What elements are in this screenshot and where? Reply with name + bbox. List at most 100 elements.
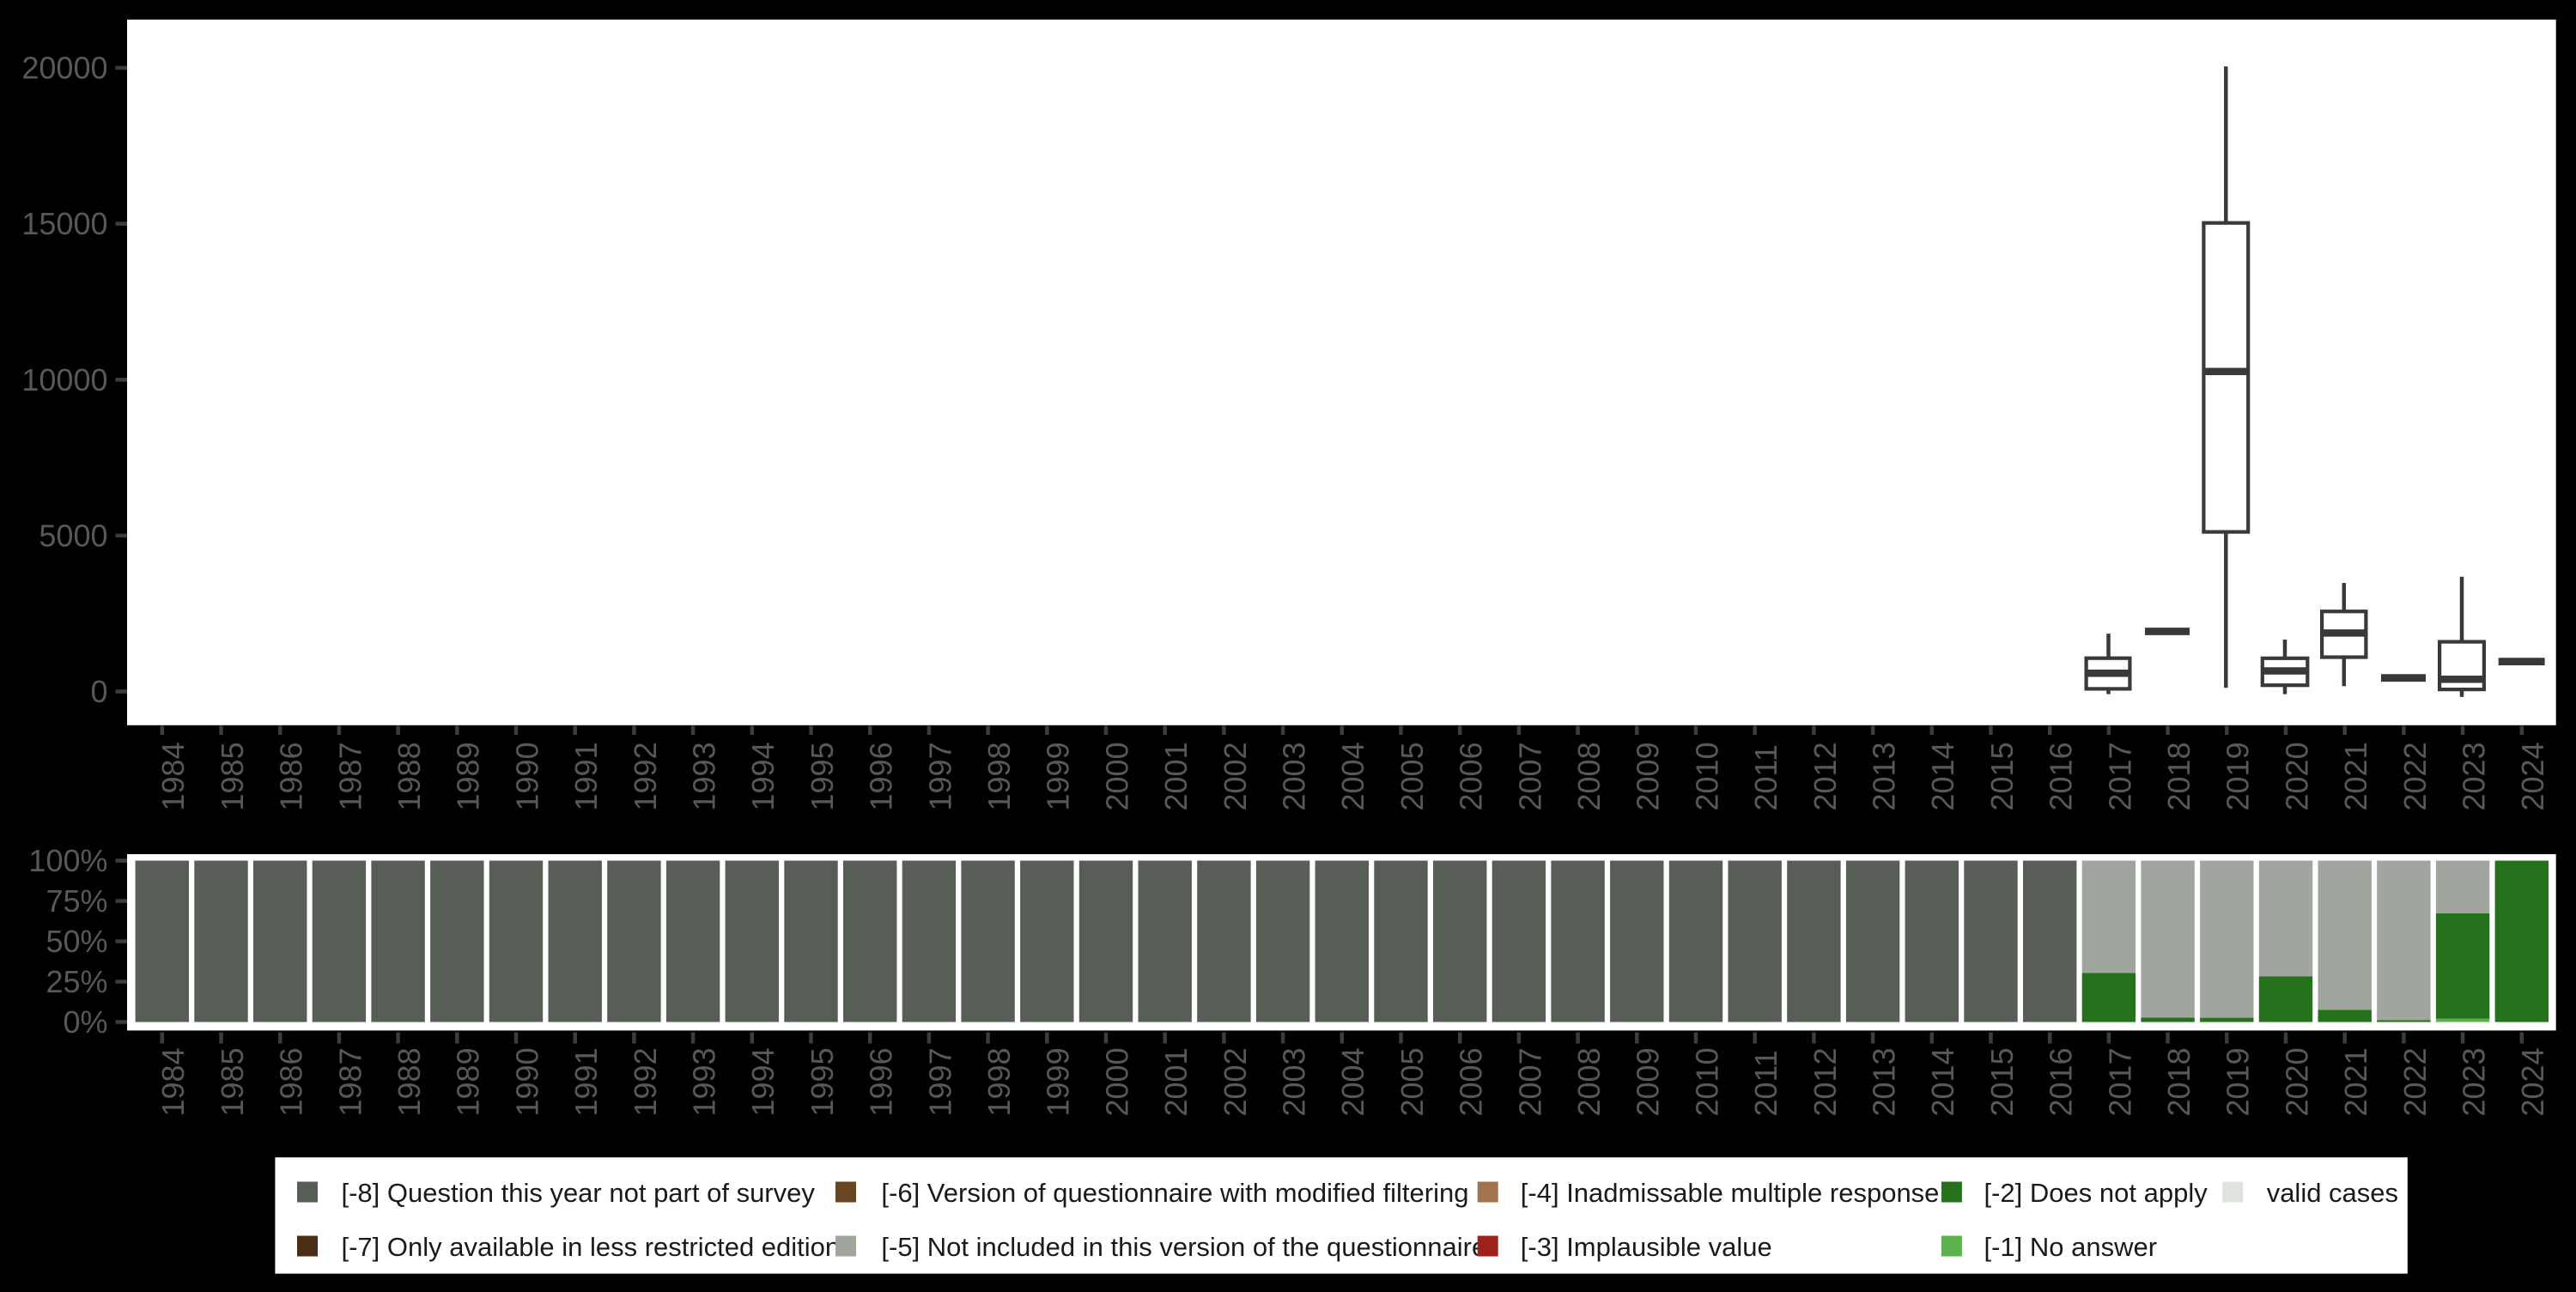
svg-text:2013: 2013 <box>1867 742 1902 810</box>
svg-text:25%: 25% <box>46 964 107 999</box>
svg-text:1993: 1993 <box>687 742 722 810</box>
svg-text:0: 0 <box>90 674 107 709</box>
svg-text:2022: 2022 <box>2397 1047 2433 1116</box>
svg-text:5000: 5000 <box>39 519 107 554</box>
svg-text:1984: 1984 <box>155 1047 191 1116</box>
svg-text:2014: 2014 <box>1925 742 1960 810</box>
svg-text:1992: 1992 <box>628 1047 663 1116</box>
svg-text:2017: 2017 <box>2102 1047 2137 1116</box>
svg-text:2012: 2012 <box>1807 1047 1843 1116</box>
svg-text:[-4] Inadmissable multiple res: [-4] Inadmissable multiple response <box>1521 1178 1940 1208</box>
svg-text:50%: 50% <box>46 924 107 959</box>
svg-text:2015: 2015 <box>1984 1047 2020 1116</box>
svg-text:2008: 2008 <box>1571 1047 1607 1116</box>
svg-text:1995: 1995 <box>805 1047 840 1116</box>
svg-text:2012: 2012 <box>1807 742 1843 810</box>
svg-text:15000: 15000 <box>21 206 107 241</box>
svg-text:2020: 2020 <box>2279 742 2314 810</box>
svg-text:2021: 2021 <box>2338 1047 2373 1116</box>
svg-text:2023: 2023 <box>2457 742 2492 810</box>
svg-text:1998: 1998 <box>981 742 1017 810</box>
svg-text:1996: 1996 <box>864 742 899 810</box>
svg-text:2022: 2022 <box>2397 742 2433 810</box>
svg-text:[-6] Version of questionnaire: [-6] Version of questionnaire with modif… <box>881 1178 1468 1208</box>
svg-text:2010: 2010 <box>1689 742 1724 810</box>
svg-text:2008: 2008 <box>1571 742 1607 810</box>
svg-text:2015: 2015 <box>1984 742 2020 810</box>
svg-text:2006: 2006 <box>1454 1047 1489 1116</box>
svg-text:2002: 2002 <box>1218 1047 1253 1116</box>
svg-text:1990: 1990 <box>509 1047 544 1116</box>
svg-text:1985: 1985 <box>215 1047 250 1116</box>
svg-text:2002: 2002 <box>1218 742 1253 810</box>
svg-text:2019: 2019 <box>2221 742 2256 810</box>
svg-text:1991: 1991 <box>568 1047 604 1116</box>
svg-text:1989: 1989 <box>451 742 486 810</box>
svg-text:1988: 1988 <box>392 1047 427 1116</box>
svg-text:2004: 2004 <box>1335 742 1370 810</box>
svg-text:2018: 2018 <box>2161 1047 2196 1116</box>
svg-text:[-2] Does not apply: [-2] Does not apply <box>1984 1178 2208 1208</box>
svg-text:2003: 2003 <box>1277 1047 1312 1116</box>
svg-text:2010: 2010 <box>1689 1047 1724 1116</box>
svg-text:1997: 1997 <box>922 742 957 810</box>
svg-text:2007: 2007 <box>1512 742 1547 810</box>
svg-text:10000: 10000 <box>21 362 107 397</box>
svg-text:[-8] Question this year not pa: [-8] Question this year not part of surv… <box>342 1178 816 1208</box>
svg-text:1986: 1986 <box>274 742 309 810</box>
svg-text:2016: 2016 <box>2044 1047 2079 1116</box>
svg-text:1985: 1985 <box>215 742 250 810</box>
svg-text:[-5] Not included in this vers: [-5] Not included in this version of the… <box>881 1232 1486 1262</box>
svg-text:2014: 2014 <box>1925 1047 1960 1116</box>
svg-text:1999: 1999 <box>1041 742 1076 810</box>
svg-text:2016: 2016 <box>2044 742 2079 810</box>
svg-text:100%: 100% <box>28 843 107 878</box>
svg-text:1997: 1997 <box>922 1047 957 1116</box>
svg-text:1998: 1998 <box>981 1047 1017 1116</box>
svg-text:2024: 2024 <box>2515 1047 2550 1116</box>
svg-text:1989: 1989 <box>451 1047 486 1116</box>
svg-text:1996: 1996 <box>864 1047 899 1116</box>
svg-text:2005: 2005 <box>1394 1047 1430 1116</box>
svg-text:1984: 1984 <box>155 742 191 810</box>
svg-text:1992: 1992 <box>628 742 663 810</box>
svg-text:0%: 0% <box>63 1004 107 1040</box>
svg-text:75%: 75% <box>46 883 107 919</box>
svg-text:2011: 2011 <box>1748 744 1783 810</box>
svg-text:1987: 1987 <box>332 1047 368 1116</box>
svg-text:2005: 2005 <box>1394 742 1430 810</box>
svg-text:2006: 2006 <box>1454 742 1489 810</box>
svg-text:1987: 1987 <box>332 742 368 810</box>
svg-text:1988: 1988 <box>392 742 427 810</box>
svg-text:[-3] Implausible value: [-3] Implausible value <box>1521 1232 1772 1262</box>
svg-text:2001: 2001 <box>1158 742 1194 810</box>
svg-text:2000: 2000 <box>1099 1047 1134 1116</box>
svg-text:[-1] No answer: [-1] No answer <box>1984 1232 2158 1262</box>
svg-text:2019: 2019 <box>2221 1047 2256 1116</box>
svg-text:2020: 2020 <box>2279 1047 2314 1116</box>
svg-text:2004: 2004 <box>1335 1047 1370 1116</box>
svg-text:2009: 2009 <box>1631 742 1666 810</box>
svg-text:2017: 2017 <box>2102 742 2137 810</box>
svg-text:2007: 2007 <box>1512 1047 1547 1116</box>
svg-text:1991: 1991 <box>568 742 604 810</box>
svg-text:2013: 2013 <box>1867 1047 1902 1116</box>
svg-text:valid cases: valid cases <box>2267 1178 2398 1208</box>
svg-text:2003: 2003 <box>1277 742 1312 810</box>
svg-text:1986: 1986 <box>274 1047 309 1116</box>
svg-text:20000: 20000 <box>21 51 107 86</box>
svg-text:1995: 1995 <box>805 742 840 810</box>
svg-text:2024: 2024 <box>2515 742 2550 810</box>
svg-text:1994: 1994 <box>745 1047 781 1116</box>
svg-text:2023: 2023 <box>2457 1047 2492 1116</box>
svg-text:1990: 1990 <box>509 742 544 810</box>
svg-text:2009: 2009 <box>1631 1047 1666 1116</box>
svg-text:2000: 2000 <box>1099 742 1134 810</box>
svg-text:1999: 1999 <box>1041 1047 1076 1116</box>
svg-text:[-7] Only available in less re: [-7] Only available in less restricted e… <box>342 1232 841 1262</box>
svg-text:2001: 2001 <box>1158 1047 1194 1116</box>
svg-text:1994: 1994 <box>745 742 781 810</box>
svg-text:2021: 2021 <box>2338 742 2373 810</box>
svg-text:1993: 1993 <box>687 1047 722 1116</box>
svg-text:2011: 2011 <box>1748 1050 1783 1116</box>
